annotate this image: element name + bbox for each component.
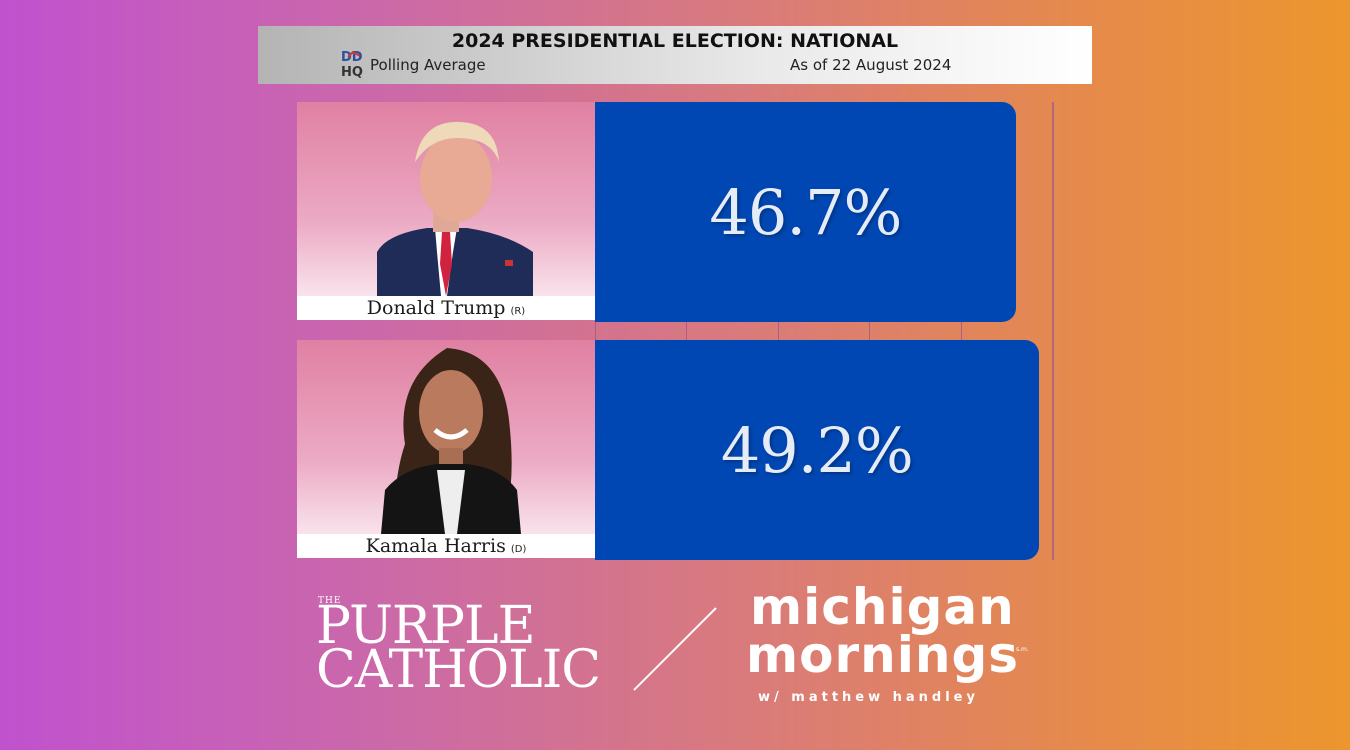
candidate-name: Donald Trump bbox=[366, 297, 506, 319]
logo-service-mark: s.m. bbox=[1016, 646, 1029, 653]
bar-harris: 49.2% bbox=[595, 340, 1039, 560]
as-of-date: As of 22 August 2024 bbox=[790, 56, 952, 74]
axis-tick bbox=[777, 322, 779, 340]
logo-michigan: michigan bbox=[750, 578, 1015, 636]
logo-host: w/ matthew handley bbox=[758, 690, 979, 705]
candidate-name: Kamala Harris bbox=[365, 535, 506, 557]
bar-value-label: 49.2% bbox=[720, 413, 914, 487]
svg-text:HQ: HQ bbox=[341, 65, 363, 80]
chart-header: 2024 PRESIDENTIAL ELECTION: NATIONAL DD … bbox=[258, 26, 1092, 84]
logo-purple: PURPLE bbox=[316, 596, 536, 656]
chart-subtitle: Polling Average bbox=[370, 56, 486, 74]
harris-photo bbox=[381, 348, 521, 534]
bar-value-label: 46.7% bbox=[709, 175, 902, 249]
logo-catholic: CATHOLIC bbox=[316, 640, 601, 700]
candidate-party: (R) bbox=[510, 306, 526, 317]
axis-tick bbox=[686, 322, 688, 340]
candidate-card-harris: Kamala Harris (D) bbox=[297, 340, 595, 558]
chart-title: 2024 PRESIDENTIAL ELECTION: NATIONAL bbox=[451, 30, 899, 52]
candidate-card-trump: Donald Trump (R) bbox=[297, 102, 595, 320]
axis-tick bbox=[869, 322, 871, 340]
candidate-party: (D) bbox=[510, 544, 527, 555]
trump-photo bbox=[377, 121, 533, 296]
logo-mornings: mornings bbox=[746, 626, 1019, 684]
divider-slash bbox=[633, 607, 717, 691]
name-bar: Donald Trump (R) bbox=[297, 296, 595, 320]
axis-tick bbox=[595, 322, 596, 340]
axis-line bbox=[1052, 102, 1054, 560]
logo-the: THE bbox=[318, 596, 342, 606]
bar-trump: 46.7% bbox=[595, 102, 1016, 322]
ddhq-logo-icon: DD HQ bbox=[341, 50, 363, 80]
axis-tick bbox=[960, 322, 962, 340]
name-bar: Kamala Harris (D) bbox=[297, 534, 595, 558]
